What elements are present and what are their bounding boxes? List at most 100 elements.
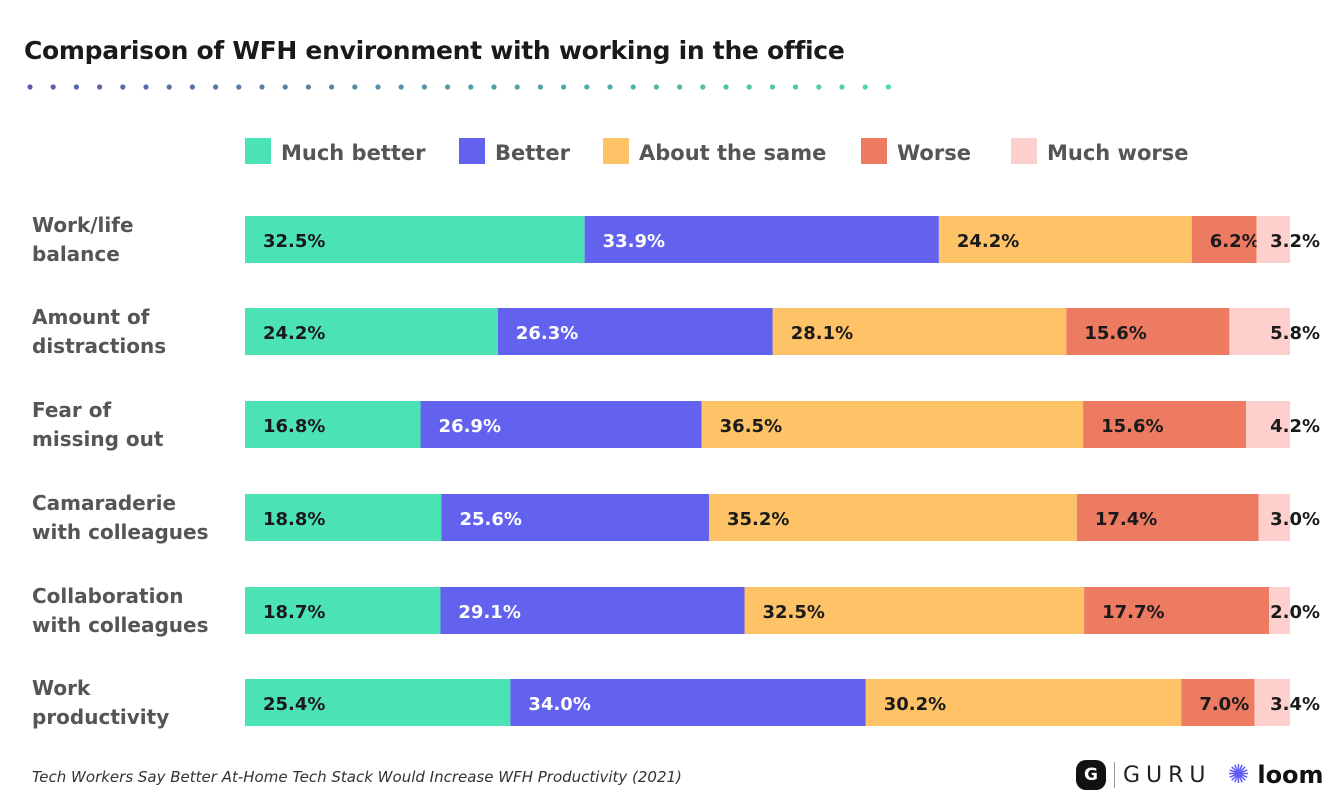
data-label: 17.4% (1095, 509, 1157, 530)
data-label: 24.2% (957, 231, 1019, 252)
bar-segment (441, 494, 709, 541)
bar-segment (1084, 587, 1270, 634)
title-underline-dot (259, 84, 265, 90)
data-label: 18.7% (263, 602, 325, 623)
bar-segment (1246, 401, 1290, 448)
title-underline-dot (816, 84, 822, 90)
source-caption: Tech Workers Say Better At-Home Tech Sta… (32, 768, 682, 786)
title-underline-dot (143, 84, 149, 90)
title-underline-dot (491, 84, 497, 90)
bar-segment (245, 216, 585, 263)
bar-segment (1254, 679, 1290, 726)
bar-segment (245, 401, 421, 448)
bar-segment (772, 308, 1067, 355)
title-underline-dot (630, 84, 636, 90)
data-label: 3.2% (1270, 231, 1320, 252)
data-label: 26.3% (516, 323, 578, 344)
bar-segment (865, 679, 1182, 726)
data-label: 2.0% (1270, 602, 1320, 623)
data-label: 35.2% (727, 509, 789, 530)
bar-segment (701, 401, 1084, 448)
category-label: with colleagues (32, 520, 208, 544)
title-underline-dot (445, 84, 451, 90)
bar-segment (584, 216, 939, 263)
data-label: 28.1% (791, 323, 853, 344)
legend-label: Worse (897, 141, 971, 165)
loom-logo: loom (1257, 761, 1324, 789)
category-label: productivity (32, 705, 169, 729)
guru-logo-icon: G (1076, 760, 1106, 790)
bar-segment (245, 679, 511, 726)
data-label: 17.7% (1102, 602, 1164, 623)
bar-segment (1076, 494, 1259, 541)
title-underline-dot (398, 84, 404, 90)
title-underline-dot (329, 84, 335, 90)
bar-segment (1066, 308, 1230, 355)
bar-segment (420, 401, 702, 448)
legend-swatch (1011, 138, 1037, 164)
bar-segment (245, 587, 441, 634)
loom-logo-icon: ✺ (1227, 760, 1250, 790)
data-label: 36.5% (720, 416, 782, 437)
title-underline-dot (561, 84, 567, 90)
data-label: 32.5% (763, 602, 825, 623)
title-underline-dot (50, 84, 56, 90)
bar-segment (440, 587, 745, 634)
legend-swatch (459, 138, 485, 164)
title-underline-dot (421, 84, 427, 90)
data-label: 18.8% (263, 509, 325, 530)
title-underline-dot (236, 84, 242, 90)
legend-swatch (245, 138, 271, 164)
bar-segment (1229, 308, 1290, 355)
bar-segment (510, 679, 866, 726)
title-underline-dot (189, 84, 195, 90)
bar-segment (245, 308, 498, 355)
bar-segment (1258, 494, 1290, 541)
category-label: Collaboration (32, 584, 183, 608)
data-label: 6.2% (1210, 231, 1260, 252)
bar-segment (1269, 587, 1290, 634)
category-label: Fear of (32, 398, 111, 422)
bar-segment (1256, 216, 1290, 263)
legend-label: Better (495, 141, 571, 165)
bar-segment (497, 308, 773, 355)
legend-swatch (861, 138, 887, 164)
logos: G GURU ✺ loom (1076, 760, 1324, 790)
legend-label: About the same (639, 141, 826, 165)
bar-segment (245, 494, 442, 541)
bar-segment (1083, 401, 1247, 448)
chart-title: Comparison of WFH environment with worki… (24, 36, 845, 65)
title-underline-dot (120, 84, 126, 90)
data-label: 3.0% (1270, 509, 1320, 530)
data-label: 15.6% (1084, 323, 1146, 344)
bar-segment (1181, 679, 1255, 726)
title-underline-dot (653, 84, 660, 90)
data-label: 29.1% (458, 602, 520, 623)
title-underline-dot (514, 84, 520, 90)
title-underline-dot (700, 84, 706, 90)
title-underline-dot (723, 84, 729, 90)
bar-segment (938, 216, 1192, 263)
data-label: 30.2% (884, 694, 946, 715)
legend-swatch (603, 138, 629, 164)
title-underline-dot (746, 84, 752, 90)
title-underline-dot (97, 84, 103, 90)
title-underline-dot (282, 84, 288, 90)
category-label: Work/life (32, 213, 134, 237)
title-underline-dot (793, 84, 799, 90)
title-underline-dot (769, 84, 776, 90)
data-label: 34.0% (528, 694, 590, 715)
title-underline-dot (166, 84, 172, 90)
legend-label: Much worse (1047, 141, 1188, 165)
category-label: Amount of (32, 305, 150, 329)
legend-label: Much better (281, 141, 426, 165)
category-label: balance (32, 242, 120, 266)
title-underline-dot (213, 84, 219, 90)
data-label: 16.8% (263, 416, 325, 437)
category-label: Work (32, 676, 91, 700)
data-label: 15.6% (1101, 416, 1163, 437)
category-label: distractions (32, 334, 166, 358)
data-label: 7.0% (1199, 694, 1249, 715)
title-underline-dot (305, 84, 311, 90)
